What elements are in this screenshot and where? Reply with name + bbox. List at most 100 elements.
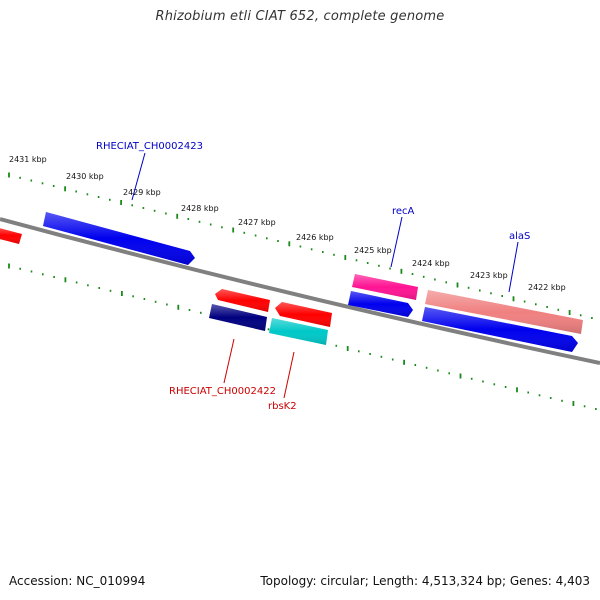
tick-label: 2431 kbp bbox=[9, 155, 47, 164]
gene-red-lower-2[interactable] bbox=[275, 302, 332, 327]
leader-line-reca bbox=[390, 216, 403, 268]
minor-tick bbox=[448, 372, 450, 375]
minor-tick bbox=[527, 391, 529, 394]
minor-tick bbox=[52, 185, 55, 187]
gene-reca[interactable] bbox=[352, 274, 418, 300]
gene-rheciat-ch0002422[interactable] bbox=[209, 304, 267, 331]
minor-tick bbox=[467, 286, 470, 289]
minor-tick bbox=[591, 317, 593, 319]
minor-tick bbox=[355, 259, 358, 262]
gene-label-reca[interactable]: recA bbox=[392, 206, 415, 217]
major-tick bbox=[176, 213, 179, 219]
leader-line-alas bbox=[508, 241, 519, 293]
minor-tick bbox=[422, 275, 425, 278]
minor-tick bbox=[221, 226, 223, 229]
tick-label: 2427 kbp bbox=[238, 218, 276, 227]
minor-tick bbox=[198, 220, 201, 223]
minor-tick bbox=[266, 237, 268, 240]
minor-tick bbox=[166, 303, 168, 306]
major-tick bbox=[346, 346, 349, 351]
minor-tick bbox=[30, 270, 33, 273]
major-tick bbox=[400, 268, 403, 274]
tick-label: 2425 kbp bbox=[354, 246, 392, 255]
minor-tick bbox=[98, 287, 100, 289]
minor-tick bbox=[378, 264, 380, 267]
major-tick bbox=[64, 186, 66, 192]
minor-tick bbox=[538, 394, 541, 397]
minor-tick bbox=[188, 309, 191, 311]
major-tick bbox=[177, 304, 180, 310]
minor-tick bbox=[109, 289, 112, 292]
minor-tick bbox=[523, 300, 526, 303]
minor-tick bbox=[333, 253, 335, 256]
minor-tick bbox=[267, 328, 270, 331]
minor-tick bbox=[549, 397, 552, 399]
major-tick bbox=[512, 296, 515, 302]
gene-blue-right[interactable] bbox=[422, 307, 578, 352]
gene-label-rbsk2[interactable]: rbsK2 bbox=[268, 401, 297, 412]
minor-tick bbox=[75, 190, 77, 193]
leader-line-rheciat-ch0002423 bbox=[131, 152, 146, 201]
minor-tick bbox=[254, 234, 257, 237]
minor-tick bbox=[19, 176, 21, 179]
tick-label: 2422 kbp bbox=[528, 283, 566, 292]
gene-red-lower-1[interactable] bbox=[215, 289, 270, 312]
minor-tick bbox=[391, 358, 394, 361]
major-tick bbox=[8, 263, 10, 269]
minor-tick bbox=[561, 399, 563, 402]
minor-tick bbox=[154, 300, 157, 303]
minor-tick bbox=[358, 350, 360, 353]
tick-label: 2430 kbp bbox=[66, 172, 104, 181]
tick-label: 2424 kbp bbox=[412, 259, 450, 268]
gene-rbsk2[interactable] bbox=[269, 318, 328, 345]
minor-tick bbox=[277, 240, 279, 242]
upper-tick-track bbox=[8, 172, 593, 319]
minor-tick bbox=[142, 207, 145, 209]
major-tick bbox=[232, 227, 235, 233]
gene-label-alas[interactable]: alaS bbox=[509, 231, 530, 242]
minor-tick bbox=[501, 295, 503, 297]
tick-label: 2423 kbp bbox=[470, 271, 508, 280]
minor-tick bbox=[579, 314, 582, 317]
minor-tick bbox=[482, 380, 484, 383]
minor-tick bbox=[490, 292, 492, 295]
gene-blue-near-reca[interactable] bbox=[348, 291, 413, 317]
minor-tick bbox=[153, 209, 156, 212]
minor-tick bbox=[132, 295, 134, 298]
gene-label-rheciat-ch0002422[interactable]: RHECIAT_CH0002422 bbox=[169, 386, 276, 397]
minor-tick bbox=[434, 278, 436, 281]
tick-label: 2428 kbp bbox=[181, 204, 219, 213]
minor-tick bbox=[445, 281, 447, 284]
genome-summary-text: Topology: circular; Length: 4,513,324 bp… bbox=[260, 574, 590, 588]
gene-rheciat-ch0002423[interactable] bbox=[43, 212, 195, 265]
minor-tick bbox=[42, 273, 44, 276]
minor-tick bbox=[187, 218, 190, 220]
minor-tick bbox=[243, 231, 246, 234]
minor-tick bbox=[310, 248, 313, 251]
minor-tick bbox=[369, 353, 371, 355]
minor-tick bbox=[299, 245, 302, 248]
minor-tick bbox=[470, 377, 473, 380]
major-tick bbox=[120, 200, 122, 205]
minor-tick bbox=[41, 182, 44, 185]
major-tick bbox=[64, 277, 67, 283]
major-tick bbox=[572, 401, 575, 406]
leader-line-rbsk2 bbox=[283, 351, 295, 399]
genome-backbone bbox=[0, 217, 600, 365]
minor-tick bbox=[546, 306, 548, 308]
major-tick bbox=[8, 172, 10, 178]
minor-tick bbox=[535, 303, 537, 306]
minor-tick bbox=[19, 267, 21, 270]
minor-tick bbox=[479, 289, 481, 292]
major-tick bbox=[288, 241, 291, 247]
minor-tick bbox=[143, 298, 146, 300]
tick-label: 2429 kbp bbox=[123, 188, 161, 197]
gene-red-left-edge[interactable] bbox=[0, 227, 22, 244]
gene-alas[interactable] bbox=[425, 290, 583, 334]
minor-tick bbox=[583, 405, 586, 408]
minor-tick bbox=[322, 251, 324, 253]
major-tick bbox=[344, 255, 347, 260]
gene-label-rheciat-ch0002423[interactable]: RHECIAT_CH0002423 bbox=[96, 141, 203, 152]
minor-tick bbox=[87, 284, 89, 287]
minor-tick bbox=[389, 267, 391, 270]
